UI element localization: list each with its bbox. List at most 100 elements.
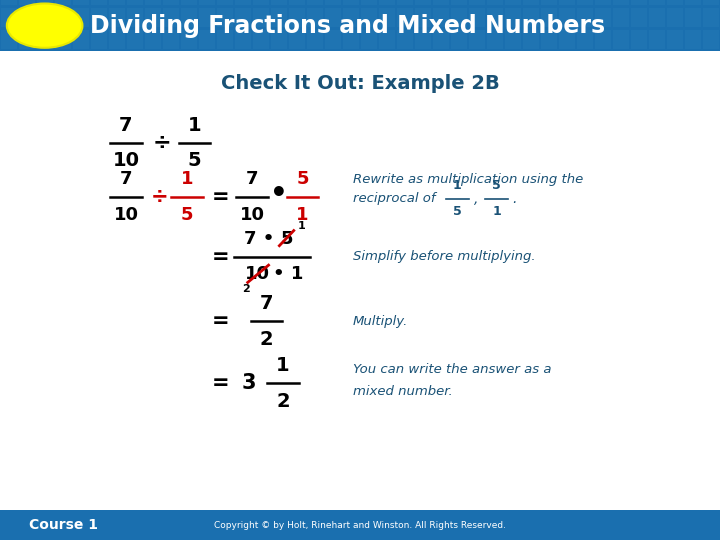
Bar xyxy=(631,8,647,27)
Bar xyxy=(433,30,449,49)
Bar xyxy=(127,0,143,5)
Text: 2: 2 xyxy=(243,284,250,294)
Text: 3: 3 xyxy=(241,373,256,394)
Bar xyxy=(379,30,395,49)
Text: 10: 10 xyxy=(240,206,264,224)
Bar xyxy=(559,8,575,27)
Bar xyxy=(361,30,377,49)
Bar xyxy=(109,30,125,49)
Text: =: = xyxy=(212,187,230,207)
Bar xyxy=(523,30,539,49)
Bar xyxy=(451,8,467,27)
Text: =: = xyxy=(212,246,230,267)
Bar xyxy=(55,8,71,27)
Text: •: • xyxy=(271,180,288,208)
Bar xyxy=(73,0,89,5)
Bar xyxy=(325,30,341,49)
Bar xyxy=(361,0,377,5)
Bar xyxy=(73,8,89,27)
Text: Simplify before multiplying.: Simplify before multiplying. xyxy=(353,250,536,263)
Bar xyxy=(235,30,251,49)
Bar xyxy=(163,30,179,49)
Bar xyxy=(181,0,197,5)
Text: ,: , xyxy=(474,192,478,206)
Bar xyxy=(289,30,305,49)
Text: ÷: ÷ xyxy=(153,133,171,153)
Bar xyxy=(199,0,215,5)
Bar xyxy=(37,0,53,5)
Bar xyxy=(649,8,665,27)
Text: Copyright © by Holt, Rinehart and Winston. All Rights Reserved.: Copyright © by Holt, Rinehart and Winsto… xyxy=(214,521,506,530)
Text: 7: 7 xyxy=(120,116,132,135)
Text: 5: 5 xyxy=(188,151,201,171)
Bar xyxy=(0,510,720,540)
Bar xyxy=(415,0,431,5)
Text: Course 1: Course 1 xyxy=(29,518,98,532)
Text: 10: 10 xyxy=(112,151,140,171)
Bar xyxy=(415,8,431,27)
Bar xyxy=(181,30,197,49)
Bar xyxy=(199,30,215,49)
Bar xyxy=(217,30,233,49)
Bar xyxy=(361,8,377,27)
Bar xyxy=(685,30,701,49)
Bar xyxy=(487,8,503,27)
Bar xyxy=(19,8,35,27)
Bar xyxy=(343,30,359,49)
Ellipse shape xyxy=(7,3,82,48)
Bar xyxy=(0,0,720,51)
Bar xyxy=(541,8,557,27)
Bar xyxy=(703,0,719,5)
Bar xyxy=(235,0,251,5)
Text: 2: 2 xyxy=(260,329,273,349)
Bar xyxy=(55,30,71,49)
Bar xyxy=(595,0,611,5)
Bar xyxy=(577,30,593,49)
Text: 5: 5 xyxy=(280,230,293,248)
Text: Dividing Fractions and Mixed Numbers: Dividing Fractions and Mixed Numbers xyxy=(90,14,605,38)
Bar xyxy=(1,30,17,49)
Text: 7 •: 7 • xyxy=(244,230,274,248)
Bar xyxy=(181,8,197,27)
Bar xyxy=(289,0,305,5)
Bar xyxy=(523,0,539,5)
Bar xyxy=(541,0,557,5)
Bar xyxy=(271,30,287,49)
Text: 5: 5 xyxy=(453,205,462,218)
Bar xyxy=(127,8,143,27)
Bar xyxy=(253,30,269,49)
Bar xyxy=(577,8,593,27)
Bar xyxy=(253,0,269,5)
Bar xyxy=(469,0,485,5)
Bar xyxy=(37,30,53,49)
Bar xyxy=(91,8,107,27)
Text: 7: 7 xyxy=(246,170,258,188)
Bar xyxy=(631,30,647,49)
Bar xyxy=(631,0,647,5)
Bar xyxy=(415,30,431,49)
Bar xyxy=(505,8,521,27)
Text: 5: 5 xyxy=(492,179,501,192)
Bar xyxy=(145,8,161,27)
Bar xyxy=(109,0,125,5)
Text: 1: 1 xyxy=(181,170,194,188)
Bar xyxy=(73,30,89,49)
Bar xyxy=(325,0,341,5)
Bar xyxy=(505,30,521,49)
Bar xyxy=(37,8,53,27)
Bar xyxy=(577,0,593,5)
Bar xyxy=(19,30,35,49)
Bar xyxy=(703,30,719,49)
Bar xyxy=(433,0,449,5)
Bar xyxy=(343,0,359,5)
Bar xyxy=(1,0,17,5)
Text: ÷: ÷ xyxy=(151,187,168,207)
Bar xyxy=(307,0,323,5)
Text: 7: 7 xyxy=(260,294,273,313)
Text: .: . xyxy=(513,192,517,206)
Bar xyxy=(163,8,179,27)
Bar xyxy=(199,8,215,27)
Text: reciprocal of: reciprocal of xyxy=(353,192,436,205)
Bar xyxy=(397,0,413,5)
Bar xyxy=(325,8,341,27)
